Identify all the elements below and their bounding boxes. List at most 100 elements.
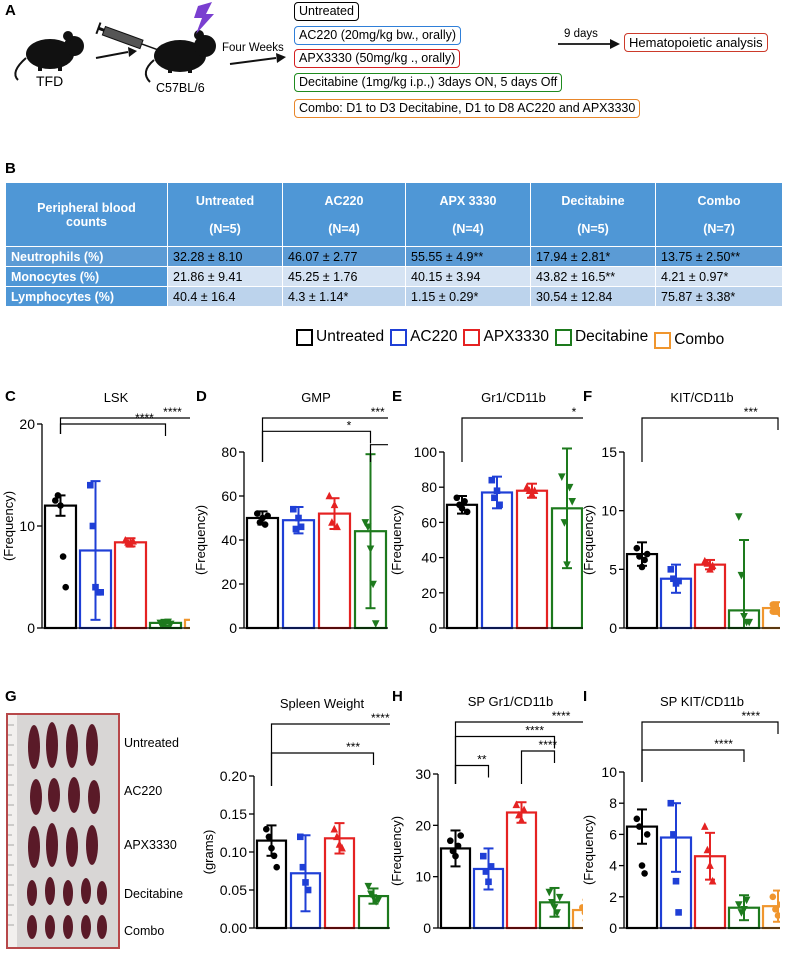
analysis-box: Hematopoietic analysis [624, 33, 768, 52]
y-axis-label: (Frequency) [1, 491, 16, 561]
y-tick-label: 20 [221, 576, 237, 592]
data-point [563, 561, 571, 569]
bracket-line [641, 417, 779, 462]
legend-item-decitabine: Decitabine [554, 328, 648, 346]
y-axis-label: (Frequency) [389, 505, 404, 575]
spleen-photo-illustration [8, 715, 107, 947]
table-cell: 1.15 ± 0.29* [405, 286, 531, 307]
data-point [54, 492, 62, 499]
data-point [581, 909, 583, 916]
data-point [263, 825, 270, 833]
y-tick-label: 10 [415, 869, 431, 885]
chart-title: GMP [301, 390, 331, 405]
chart-title: LSK [104, 390, 129, 405]
data-point [643, 550, 651, 558]
chart-gr1-cd11b: Gr1/CD11b 0 20 40 60 80 100 (Frequency) * [389, 390, 583, 636]
data-point [330, 500, 339, 509]
data-point [667, 799, 675, 807]
data-point [333, 832, 341, 841]
y-tick-label: 40 [421, 550, 437, 566]
significance-label: **** [539, 738, 558, 752]
data-point [565, 483, 574, 492]
chart-spleen-weight: Spleen Weight 0.00 0.05 0.10 0.15 0.20 (grams)… [201, 696, 390, 936]
chart-sp-kit-cd11b: SP KIT/CD11b 0 2 4 6 8 10 (Frequency) **** **** [581, 694, 780, 936]
bar [515, 489, 549, 630]
chart-title: Spleen Weight [280, 696, 365, 711]
col-n: (N=5) [209, 221, 241, 236]
y-tick-label: 40 [221, 532, 237, 548]
data-point [268, 844, 275, 852]
y-tick-label: 0.15 [220, 806, 247, 822]
y-tick-label: 60 [421, 514, 437, 530]
legend-item-ac220: AC220 [390, 328, 457, 346]
legend-swatch [554, 328, 572, 346]
legend-item-apx3330: APX3330 [463, 328, 549, 346]
data-point [703, 845, 712, 854]
data-point [558, 473, 566, 481]
significance-label: * [347, 418, 352, 432]
col-name: Decitabine [561, 193, 625, 208]
table-cell: 40.4 ± 16.4 [167, 286, 283, 307]
panel-letter-c: C [5, 388, 16, 405]
data-point [517, 815, 526, 824]
data-point [369, 580, 377, 589]
data-point [452, 852, 459, 860]
irradiation-lightning-icon [194, 2, 214, 34]
y-axis-label: (Frequency) [581, 505, 596, 575]
data-point [496, 501, 503, 509]
data-point [52, 497, 59, 504]
legend-label: AC220 [410, 328, 458, 345]
data-point [735, 513, 743, 521]
data-point [568, 497, 576, 506]
data-point [493, 487, 501, 495]
data-point [641, 870, 648, 877]
data-point [270, 852, 278, 860]
significance-label: **** [135, 411, 154, 425]
data-point [772, 602, 779, 610]
data-point [463, 508, 471, 516]
y-tick-label: 10 [601, 764, 617, 780]
y-tick-label: 0 [229, 620, 237, 636]
recipient-mouse-icon [144, 30, 216, 83]
data-point [166, 620, 175, 629]
table-cell: 4.3 ± 1.14* [282, 286, 406, 307]
y-tick-label: 2 [609, 889, 617, 905]
data-point [745, 618, 753, 627]
header-line-2: counts [66, 214, 107, 229]
data-point [515, 810, 523, 819]
data-point [708, 876, 717, 885]
data-point [675, 577, 682, 585]
y-tick-label: 10 [19, 518, 35, 534]
significance-bracket: **** [641, 709, 779, 782]
spleen-label-ac220: AC220 [124, 784, 163, 798]
data-point [670, 575, 677, 583]
data-point [706, 861, 714, 869]
data-point [774, 912, 780, 919]
spleen-label-decitabine: Decitabine [124, 887, 184, 901]
significance-bracket: **** [454, 709, 583, 784]
table-row: Monocytes (%) 21.86 ± 9.41 45.25 ± 1.76 … [5, 266, 783, 287]
table-row: Neutrophils (%) 32.28 ± 8.10 46.07 ± 2.7… [5, 246, 783, 267]
data-point [555, 893, 564, 902]
y-tick-label: 0.20 [220, 768, 247, 784]
data-point [265, 833, 273, 841]
data-point [737, 571, 746, 580]
data-point [545, 888, 554, 897]
treatment-box-untreated: Untreated [294, 2, 359, 21]
y-tick-label: 0.00 [220, 920, 247, 936]
data-point [302, 879, 309, 886]
data-point [87, 481, 94, 489]
y-tick-label: 4 [609, 858, 617, 874]
y-tick-label: 80 [421, 479, 437, 495]
data-point [364, 523, 372, 532]
data-point [261, 521, 269, 528]
data-point [777, 901, 780, 908]
peripheral-blood-table: Peripheral blood counts Untreated (N=5) AC… [5, 182, 783, 307]
y-axis-label: (grams) [201, 830, 216, 875]
col-n: (N=4) [452, 221, 484, 236]
table-header-col: AC220 (N=4) [282, 182, 406, 247]
significance-label: * [572, 405, 577, 419]
legend-label: Combo [674, 331, 725, 348]
bracket-line [454, 721, 583, 784]
